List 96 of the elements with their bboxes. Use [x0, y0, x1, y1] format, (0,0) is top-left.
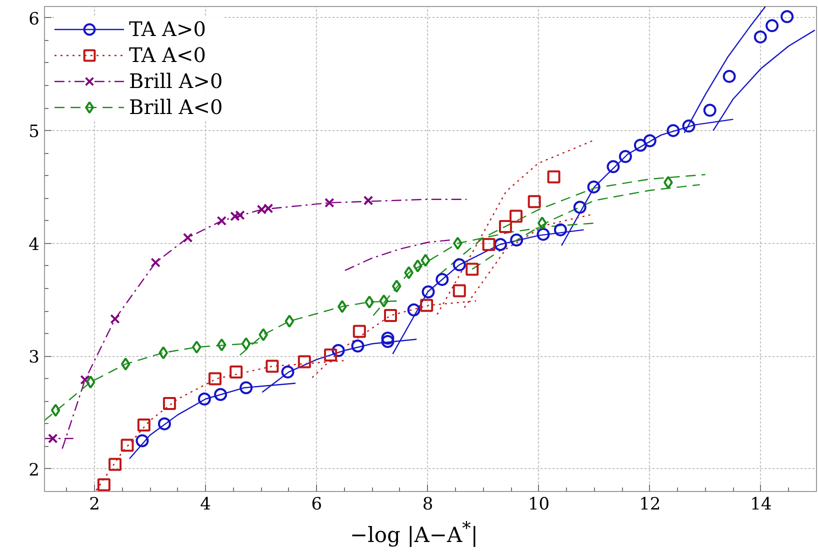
x-tick-label: 8 — [422, 494, 434, 514]
point — [482, 238, 496, 251]
point — [216, 216, 227, 226]
point — [392, 280, 402, 293]
point — [606, 160, 620, 174]
point — [338, 300, 347, 314]
point — [722, 70, 736, 83]
point — [554, 223, 567, 236]
point — [413, 259, 422, 272]
point — [436, 272, 449, 286]
point — [666, 124, 680, 138]
point — [281, 365, 294, 378]
point — [384, 309, 398, 322]
x-tick-label: 14 — [750, 494, 772, 514]
point — [573, 200, 586, 214]
legend-label: TA A>0 — [129, 16, 206, 42]
y-tick-label: 3 — [28, 348, 40, 368]
point — [537, 216, 547, 230]
point — [120, 438, 134, 452]
point — [643, 134, 656, 148]
point — [420, 298, 434, 312]
x-axis-title: −log |A−A$^{*}$| — [350, 518, 478, 549]
point — [284, 314, 294, 328]
y-tick-label: 2 — [28, 460, 40, 480]
x-tick-label: 12 — [639, 494, 661, 514]
y-tick-label: 5 — [28, 122, 40, 142]
point — [214, 388, 228, 401]
point — [86, 376, 96, 389]
point — [422, 285, 435, 298]
point — [494, 238, 507, 251]
point — [452, 258, 466, 272]
point — [420, 254, 430, 267]
point — [266, 360, 279, 373]
point — [120, 358, 130, 371]
point — [453, 236, 462, 250]
point — [452, 284, 466, 298]
point — [780, 10, 794, 24]
point — [766, 19, 779, 32]
point — [664, 176, 673, 189]
point — [150, 258, 160, 268]
point — [110, 314, 120, 324]
point — [381, 332, 394, 345]
point — [192, 340, 202, 354]
point — [324, 198, 334, 208]
line-series — [344, 239, 452, 272]
point — [240, 381, 253, 394]
point — [298, 355, 311, 368]
point — [404, 266, 414, 280]
point — [162, 397, 176, 410]
point — [352, 324, 366, 338]
point — [198, 392, 211, 406]
point — [547, 170, 560, 184]
legend-label: Brill A>0 — [129, 68, 223, 94]
point — [208, 372, 222, 386]
point — [510, 210, 523, 223]
point — [50, 404, 60, 417]
point — [158, 417, 171, 430]
point — [407, 303, 420, 316]
point — [136, 434, 149, 448]
point — [258, 328, 268, 342]
point — [97, 478, 110, 492]
point — [158, 346, 168, 360]
point — [510, 233, 524, 246]
legend-label: TA A<0 — [129, 42, 206, 68]
x-tick-label: 4 — [200, 494, 211, 514]
point — [618, 150, 632, 163]
legend-label: Brill A<0 — [129, 94, 223, 120]
point — [587, 180, 600, 194]
x-tick-label: 10 — [528, 494, 550, 514]
y-tick-label: 6 — [28, 9, 40, 30]
point — [466, 262, 479, 276]
x-tick-label: 6 — [311, 494, 322, 514]
point — [182, 232, 193, 243]
point — [381, 335, 394, 348]
y-tick-label: 4 — [28, 234, 40, 255]
point — [217, 338, 226, 352]
point — [498, 220, 512, 233]
point — [528, 195, 541, 208]
point — [324, 348, 338, 362]
point — [241, 337, 251, 350]
point — [48, 434, 58, 444]
point — [137, 418, 150, 432]
point — [634, 138, 647, 152]
point — [332, 344, 345, 357]
point — [108, 458, 122, 471]
point — [230, 365, 243, 378]
point — [364, 296, 374, 309]
point — [363, 196, 374, 206]
x-tick-label: 2 — [89, 494, 100, 514]
point — [379, 294, 389, 308]
point — [536, 228, 550, 241]
point — [351, 340, 364, 352]
point — [80, 374, 90, 385]
point — [754, 30, 767, 44]
point — [703, 104, 716, 117]
point — [682, 120, 696, 133]
